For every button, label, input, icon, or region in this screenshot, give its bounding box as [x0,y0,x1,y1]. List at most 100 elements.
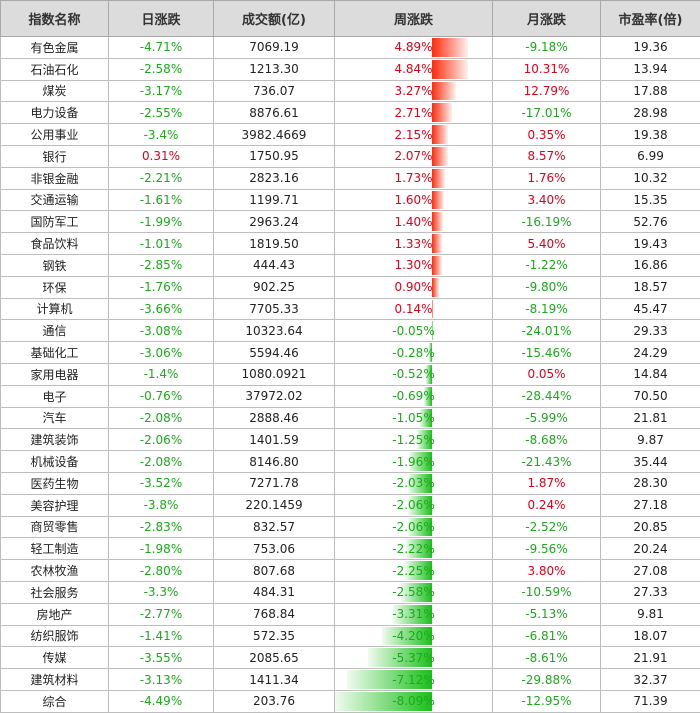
pe-ratio-cell: 20.85 [601,516,700,538]
weekly-change-cell: -0.69% [335,385,493,407]
weekly-change-cell: 4.84% [335,58,493,80]
header-turnover[interactable]: 成交额(亿) [214,1,335,37]
weekly-change-cell: 1.60% [335,189,493,211]
monthly-change-cell: 12.79% [493,80,601,102]
weekly-change-value: -0.05% [392,324,434,338]
table-row[interactable]: 建筑材料-3.13%1411.34-7.12%-29.88%32.37 [1,669,700,691]
weekly-change-bar [432,103,452,122]
pe-ratio-cell: 13.94 [601,58,700,80]
daily-change-cell: -3.55% [109,647,214,669]
table-row[interactable]: 房地产-2.77%768.84-3.31%-5.13%9.81 [1,603,700,625]
table-row[interactable]: 美容护理-3.8%220.1459-2.06%0.24%27.18 [1,494,700,516]
pe-ratio-cell: 70.50 [601,385,700,407]
pe-ratio-cell: 20.24 [601,538,700,560]
weekly-change-cell: -0.05% [335,320,493,342]
weekly-change-value: 0.14% [394,302,432,316]
monthly-change-cell: -5.99% [493,407,601,429]
table-row[interactable]: 电子-0.76%37972.02-0.69%-28.44%70.50 [1,385,700,407]
weekly-change-cell: 1.40% [335,211,493,233]
monthly-change-cell: 10.31% [493,58,601,80]
weekly-change-value: -2.25% [392,564,434,578]
weekly-change-cell: -0.28% [335,342,493,364]
header-weekly-change[interactable]: 周涨跌 [335,1,493,37]
table-row[interactable]: 农林牧渔-2.80%807.68-2.25%3.80%27.08 [1,560,700,582]
daily-change-cell: -3.66% [109,298,214,320]
table-row[interactable]: 机械设备-2.08%8146.80-1.96%-21.43%35.44 [1,451,700,473]
table-row[interactable]: 纺织服饰-1.41%572.35-4.20%-6.81%18.07 [1,625,700,647]
table-row[interactable]: 轻工制造-1.98%753.06-2.22%-9.56%20.24 [1,538,700,560]
weekly-change-value: -1.05% [392,411,434,425]
table-row[interactable]: 传媒-3.55%2085.65-5.37%-8.61%21.91 [1,647,700,669]
weekly-change-bar [432,234,442,253]
monthly-change-cell: -9.56% [493,538,601,560]
daily-change-cell: -3.8% [109,494,214,516]
table-row[interactable]: 商贸零售-2.83%832.57-2.06%-2.52%20.85 [1,516,700,538]
turnover-cell: 1213.30 [214,58,335,80]
index-name-cell: 计算机 [1,298,109,320]
daily-change-cell: -1.4% [109,363,214,385]
weekly-change-cell: -4.20% [335,625,493,647]
index-name-cell: 国防军工 [1,211,109,233]
table-row[interactable]: 社会服务-3.3%484.31-2.58%-10.59%27.33 [1,581,700,603]
index-name-cell: 有色金属 [1,37,109,59]
table-row[interactable]: 汽车-2.08%2888.46-1.05%-5.99%21.81 [1,407,700,429]
table-row[interactable]: 基础化工-3.06%5594.46-0.28%-15.46%24.29 [1,342,700,364]
monthly-change-cell: 8.57% [493,145,601,167]
pe-ratio-cell: 19.36 [601,37,700,59]
weekly-change-cell: -2.06% [335,494,493,516]
monthly-change-cell: 1.76% [493,167,601,189]
pe-ratio-cell: 10.32 [601,167,700,189]
pe-ratio-cell: 17.88 [601,80,700,102]
header-monthly-change[interactable]: 月涨跌 [493,1,601,37]
daily-change-cell: -3.52% [109,472,214,494]
weekly-change-bar [432,147,447,166]
pe-ratio-cell: 16.86 [601,254,700,276]
table-row[interactable]: 医药生物-3.52%7271.78-2.03%1.87%28.30 [1,472,700,494]
weekly-change-cell: -1.05% [335,407,493,429]
turnover-cell: 572.35 [214,625,335,647]
weekly-change-value: -2.22% [392,542,434,556]
index-name-cell: 医药生物 [1,472,109,494]
daily-change-cell: -2.55% [109,102,214,124]
daily-change-cell: -4.71% [109,37,214,59]
weekly-change-value: -4.20% [392,629,434,643]
header-daily-change[interactable]: 日涨跌 [109,1,214,37]
weekly-change-cell: -1.96% [335,451,493,473]
pe-ratio-cell: 29.33 [601,320,700,342]
index-name-cell: 建筑材料 [1,669,109,691]
monthly-change-cell: -29.88% [493,669,601,691]
weekly-change-cell: 2.07% [335,145,493,167]
index-name-cell: 煤炭 [1,80,109,102]
table-row[interactable]: 通信-3.08%10323.64-0.05%-24.01%29.33 [1,320,700,342]
table-row[interactable]: 家用电器-1.4%1080.0921-0.52%0.05%14.84 [1,363,700,385]
weekly-change-value: 1.30% [394,258,432,272]
monthly-change-cell: 0.35% [493,124,601,146]
pe-ratio-cell: 18.07 [601,625,700,647]
pe-ratio-cell: 18.57 [601,276,700,298]
header-pe-ratio[interactable]: 市盈率(倍) [601,1,700,37]
pe-ratio-cell: 19.43 [601,233,700,255]
monthly-change-cell: -5.13% [493,603,601,625]
turnover-cell: 832.57 [214,516,335,538]
table-row[interactable]: 建筑装饰-2.06%1401.59-1.25%-8.68%9.87 [1,429,700,451]
daily-change-cell: -1.99% [109,211,214,233]
daily-change-cell: -3.17% [109,80,214,102]
header-index-name[interactable]: 指数名称 [1,1,109,37]
monthly-change-cell: -21.43% [493,451,601,473]
table-row[interactable]: 综合-4.49%203.76-8.09%-12.95%71.39 [1,690,700,712]
turnover-cell: 3982.4669 [214,124,335,146]
weekly-change-value: 0.90% [394,280,432,294]
